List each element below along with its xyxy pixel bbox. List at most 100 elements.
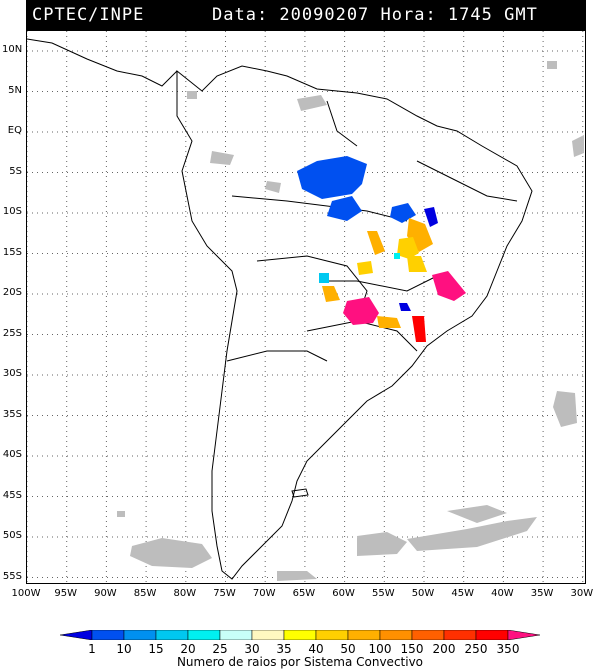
- legend-label: 150: [400, 642, 424, 656]
- legend-swatch: [443, 630, 477, 640]
- latitude-label: 20S: [2, 287, 22, 298]
- legend-label: 200: [432, 642, 456, 656]
- storm-system: [397, 237, 419, 259]
- legend-swatch: [347, 630, 381, 640]
- legend-swatch: [379, 630, 413, 640]
- datetime-label: Data: 20090207 Hora: 1745 GMT: [212, 5, 538, 25]
- legend-label: 25: [212, 642, 228, 656]
- legend-label: 50: [340, 642, 356, 656]
- central-america-coastline: [27, 38, 178, 87]
- legend-swatch: [91, 630, 125, 640]
- legend-label: 250: [464, 642, 488, 656]
- latitude-label: 50S: [2, 530, 22, 541]
- color-legend-bar: [60, 630, 540, 640]
- storm-system: [407, 256, 427, 272]
- storm-system: [367, 231, 385, 255]
- legend-label: 40: [308, 642, 324, 656]
- longitude-label: 40W: [491, 588, 514, 599]
- legend-label: 20: [180, 642, 196, 656]
- legend-swatch: [155, 630, 189, 640]
- longitude-label: 90W: [94, 588, 117, 599]
- country-border: [306, 320, 418, 352]
- south-america-coastline: [176, 65, 533, 580]
- legend-label: 15: [148, 642, 164, 656]
- cloud-patch: [447, 505, 507, 523]
- cloud-patch: [277, 571, 317, 581]
- legend-label: 10: [116, 642, 132, 656]
- longitude-label: 30W: [570, 588, 594, 599]
- legend-swatch: [507, 630, 540, 640]
- cloud-patch: [130, 538, 212, 568]
- country-border: [231, 195, 408, 222]
- longitude-label: 75W: [213, 588, 236, 599]
- country-border: [226, 350, 328, 362]
- country-border: [326, 100, 358, 147]
- latitude-label: 30S: [2, 368, 22, 379]
- legend-label: 100: [368, 642, 392, 656]
- legend-caption: Numero de raios por Sistema Convectivo: [176, 655, 424, 669]
- legend-swatch: [475, 630, 509, 640]
- latitude-label: 5S: [9, 165, 22, 177]
- cloud-patch: [572, 135, 584, 157]
- cloud-patch: [357, 532, 407, 556]
- storm-system: [343, 297, 379, 325]
- legend-swatch: [60, 630, 93, 640]
- latitude-label: 25S: [2, 327, 22, 339]
- storm-system: [390, 203, 416, 223]
- latitude-label: 10N: [2, 44, 23, 55]
- storm-system: [377, 316, 401, 328]
- cloud-cover-layer: [117, 61, 584, 581]
- latitude-label: 45S: [2, 489, 22, 501]
- cloud-patch: [553, 391, 577, 427]
- longitude-label: 65W: [292, 588, 316, 599]
- legend-swatch: [123, 630, 157, 640]
- longitude-label: 85W: [133, 588, 157, 599]
- longitude-label: 95W: [54, 588, 77, 599]
- longitude-label: 100W: [11, 588, 41, 599]
- cloud-patch: [407, 517, 537, 551]
- legend-label: 35: [276, 642, 292, 656]
- legend-swatch: [187, 630, 221, 640]
- map-header: CPTEC/INPE Data: 20090207 Hora: 1745 GMT: [26, 0, 586, 30]
- latitude-label: 35S: [2, 408, 22, 420]
- cloud-patch: [117, 511, 125, 517]
- legend-swatch: [411, 630, 445, 640]
- falkland-islands: [291, 488, 309, 498]
- storm-system: [319, 273, 329, 283]
- legend-label: 1: [88, 642, 96, 656]
- map-frame: [26, 30, 586, 584]
- map-canvas: [27, 31, 585, 583]
- country-border: [416, 160, 518, 202]
- longitude-label: 50W: [411, 588, 435, 599]
- longitude-label: 35W: [530, 588, 554, 599]
- storm-system: [394, 253, 400, 259]
- longitude-label: 80W: [173, 588, 197, 599]
- storm-system: [399, 303, 411, 311]
- storm-system: [297, 156, 367, 221]
- latitude-label: 15S: [2, 246, 22, 258]
- longitude-label: 55W: [371, 588, 395, 599]
- storm-system: [432, 271, 466, 301]
- cloud-patch: [210, 151, 234, 165]
- legend-label: 30: [244, 642, 260, 656]
- organization-label: CPTEC/INPE: [32, 5, 145, 25]
- latitude-label: 40S: [2, 449, 22, 460]
- legend-swatch: [283, 630, 317, 640]
- storm-system: [412, 316, 426, 342]
- longitude-label: 45W: [451, 588, 474, 599]
- graticule: [27, 31, 585, 583]
- cloud-patch: [547, 61, 557, 69]
- longitude-label: 70W: [252, 588, 276, 599]
- convective-systems-layer: [297, 156, 466, 342]
- storm-system: [357, 261, 373, 275]
- country-border: [327, 275, 438, 292]
- legend-swatch: [219, 630, 253, 640]
- cloud-patch: [297, 95, 327, 111]
- storm-system: [424, 207, 438, 227]
- cloud-patch: [187, 91, 197, 99]
- legend-swatch: [315, 630, 349, 640]
- latitude-label: 55S: [2, 570, 22, 582]
- latitude-label: 5N: [8, 84, 22, 96]
- storm-system: [322, 286, 340, 302]
- legend-swatch: [251, 630, 285, 640]
